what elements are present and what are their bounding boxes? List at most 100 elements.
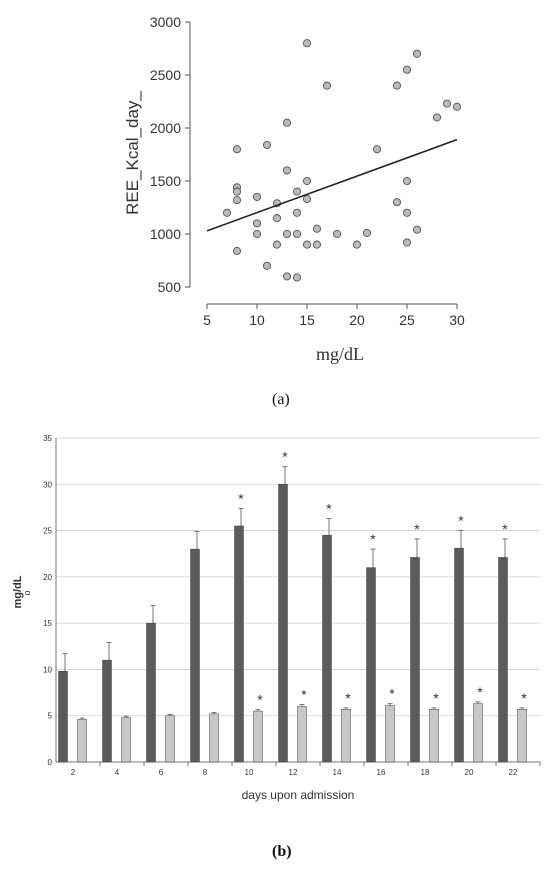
scatter-point: [292, 187, 302, 196]
scatter-point: [442, 99, 452, 108]
bar-light: [121, 717, 131, 763]
scatter-point: [252, 192, 262, 201]
scatter-x-ticks: 5 10 15 20 25 30: [203, 304, 465, 328]
scatter-point: [312, 224, 322, 233]
bar-x-ticks: 2 4 6 8 10 12 14 16 18 20 22: [71, 762, 541, 777]
panel-a-label: (a): [272, 391, 290, 408]
scatter-chart: 5 10 15 20 25 30 500 1000 1500 2000 2500 3000 mg/d…: [123, 14, 465, 364]
scatter-point: [402, 65, 412, 74]
bar-dark: [234, 525, 244, 763]
scatter-x-tick-label: 25: [399, 312, 415, 328]
scatter-point: [392, 198, 402, 207]
bar-dark: [366, 567, 376, 763]
scatter-point: [412, 225, 422, 234]
scatter-point: [372, 145, 382, 154]
scatter-y-axis-label: REE_Kcal_day_: [123, 91, 142, 215]
bar-x-tick-label: 12: [289, 768, 298, 777]
bar-x-tick-label: 6: [159, 768, 164, 777]
bar-light: [209, 713, 219, 763]
significance-star: *: [301, 687, 307, 703]
scatter-x-tick-label: 30: [449, 312, 465, 328]
significance-star: *: [414, 521, 420, 537]
scatter-y-tick-label: 500: [158, 279, 182, 295]
scatter-point: [302, 240, 312, 249]
bar-light: [341, 708, 351, 763]
scatter-point: [312, 240, 322, 249]
scatter-point: [232, 246, 242, 256]
significance-star: *: [433, 690, 439, 706]
significance-star: *: [502, 521, 508, 537]
scatter-x-axis-label: mg/dL: [316, 344, 364, 364]
significance-star: *: [389, 686, 395, 702]
scatter-point: [402, 208, 412, 217]
bar-x-tick-label: 14: [333, 768, 342, 777]
scatter-point: [282, 166, 292, 175]
bar-x-axis-label: days upon admission: [242, 788, 355, 802]
bar-chart: 0 5 10 15 20 25 30 35 * * * * * * * * * * * * * * 2 4 6 8 10 12 14…: [12, 434, 541, 802]
significance-star: *: [370, 531, 376, 547]
bar-y-tick-label: 10: [43, 665, 52, 674]
significance-star: *: [477, 684, 483, 700]
scatter-x-tick-label: 5: [203, 312, 211, 328]
significance-star: *: [238, 490, 244, 506]
scatter-point: [292, 208, 302, 217]
scatter-point: [402, 238, 412, 247]
scatter-point: [282, 272, 292, 281]
significance-star: *: [326, 501, 332, 517]
scatter-point: [232, 196, 242, 205]
significance-star: *: [345, 690, 351, 706]
scatter-x-tick-label: 20: [349, 312, 365, 328]
scatter-point: [282, 229, 292, 239]
scatter-point: [392, 81, 402, 90]
bar-dark: [58, 671, 68, 763]
scatter-y-tick-label: 2500: [150, 67, 181, 83]
significance-star: *: [458, 513, 464, 529]
bar-light: [165, 715, 175, 763]
significance-star: *: [521, 690, 527, 706]
bar-y-tick-label: 30: [43, 480, 52, 489]
scatter-y-ticks: 500 1000 1500 2000 2500 3000: [150, 14, 190, 295]
scatter-point: [452, 102, 462, 111]
scatter-point: [302, 39, 312, 48]
bar-x-tick-label: 8: [203, 768, 208, 777]
bar-y-tick-label: 35: [43, 434, 52, 443]
scatter-point: [302, 194, 312, 204]
bar-light: [77, 719, 87, 763]
significance-star: *: [257, 692, 263, 708]
bar-light: [253, 710, 263, 763]
bar-light: [429, 708, 439, 763]
scatter-point: [222, 208, 232, 217]
scatter-y-tick-label: 2000: [150, 120, 181, 136]
bar-x-tick-label: 4: [115, 768, 120, 777]
scatter-point: [352, 240, 362, 249]
scatter-y-tick-label: 1500: [150, 173, 181, 189]
scatter-point: [412, 49, 422, 58]
scatter-y-tick-label: 3000: [150, 14, 181, 30]
scatter-point: [272, 240, 282, 249]
bar-dark: [190, 548, 200, 763]
bar-x-tick-label: 16: [377, 768, 386, 777]
bar-dark: [410, 557, 420, 763]
bar-y-tick-label: 0: [48, 758, 53, 767]
bar-y-tick-label: 15: [43, 619, 52, 628]
scatter-points: [222, 39, 462, 282]
bar-dark: [102, 659, 112, 763]
scatter-point: [232, 145, 242, 154]
bar-x-tick-label: 20: [465, 768, 474, 777]
scatter-point: [362, 228, 372, 237]
scatter-point: [262, 261, 272, 270]
bar-marks: * * * * * * * * * * * * * *: [58, 449, 527, 763]
scatter-point: [402, 176, 412, 186]
bar-x-tick-label: 10: [245, 768, 254, 777]
bar-y-tick-label: 5: [48, 712, 53, 721]
bar-dark: [454, 547, 464, 763]
scatter-axes: [189, 22, 457, 305]
bar-light: [385, 705, 395, 763]
bar-dark: [278, 484, 288, 763]
bar-y-ticks: 0 5 10 15 20 25 30 35: [43, 434, 540, 767]
significance-star: *: [282, 449, 288, 465]
bar-y-axis-label-mark: o: [22, 590, 32, 595]
bar-light: [297, 706, 307, 763]
scatter-point: [262, 140, 272, 150]
